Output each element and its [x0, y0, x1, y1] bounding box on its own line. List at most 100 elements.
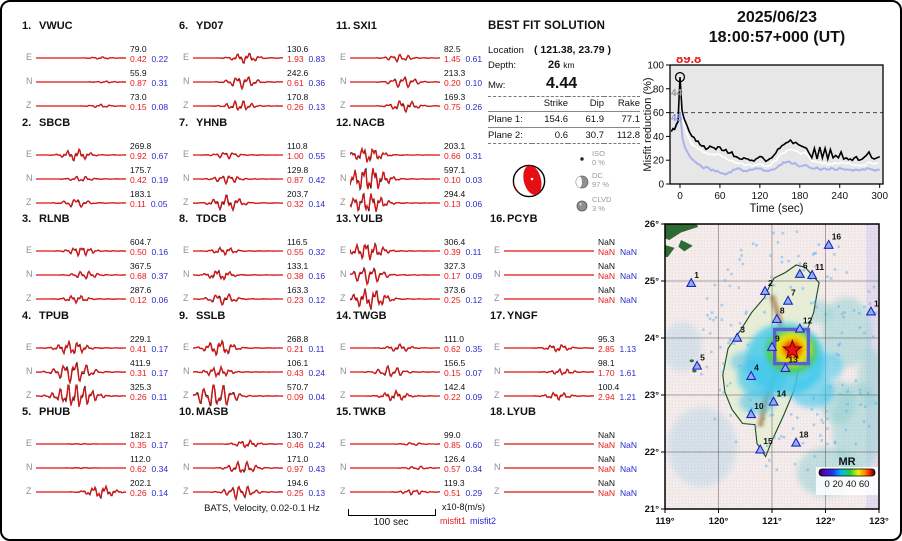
peak-amplitude: 242.6 [287, 68, 309, 78]
misfit2-value: NaN [620, 247, 638, 257]
mechanism-area: ISO 0 % DC 97 % CLVD 3 % [488, 149, 648, 216]
channel-row-z: Z 203.7 0.32 0.14 [177, 188, 331, 215]
misfit2-value: NaN [620, 440, 638, 450]
misfit1-value: 0.43 [287, 367, 304, 378]
waveform-plot [36, 360, 127, 384]
station-index: 3. [22, 213, 32, 225]
peak-amplitude: 294.4 [444, 188, 466, 199]
station-block-yhnb: 7. YHNB E 110.8 1.00 0.55 N 129.8 0.87 0.42 Z 203.7… [177, 117, 331, 213]
synthetic-waveform [350, 465, 441, 470]
synthetic-waveform [193, 246, 284, 257]
misfit-values: 0.31 0.17 [130, 368, 168, 378]
misfit2-value: 0.29 [465, 488, 483, 498]
peak-amplitude: 98.1 [598, 357, 615, 368]
location-label: Location [488, 45, 524, 56]
mw-label: Mw: [488, 80, 506, 91]
misfit1-value: 2.94 [598, 391, 615, 402]
waveform-plot [193, 364, 284, 378]
misfit2-value: 0.09 [465, 391, 483, 402]
depth-value: 26 [548, 59, 561, 71]
waveform-plot [350, 489, 441, 496]
misfit-values: 0.87 0.31 [130, 78, 168, 88]
waveform-plot [350, 442, 441, 446]
misfit-values: 0.11 0.05 [130, 199, 167, 209]
misfit-values: 0.85 0.60 [444, 440, 482, 450]
channel-row-e: E 306.4 0.39 0.11 [334, 237, 488, 263]
misfit2-value: 0.06 [151, 295, 169, 305]
peak-amplitude: 269.8 [130, 140, 152, 151]
peak-amplitude: 203.7 [287, 188, 309, 199]
synthetic-waveform [36, 338, 126, 354]
map-station-number: 12 [803, 315, 813, 325]
misfit1-value: 0.66 [444, 150, 461, 161]
synthetic-waveform [504, 343, 595, 353]
channel-label: Z [183, 293, 189, 303]
peak-amplitude: NaN [598, 261, 616, 271]
channel-row-n: N 156.5 0.15 0.07 [334, 358, 488, 384]
y-tick-label: 40 [653, 132, 665, 143]
misfit2-value: 0.17 [151, 343, 169, 354]
station-block-twgb: 14. TWGB E 111.0 0.62 0.35 N 156.5 0.15 0.07 Z 142.… [334, 310, 488, 406]
channel-label: N [26, 365, 33, 376]
misfit1-value: 0.41 [130, 343, 147, 354]
misfit-values: 0.61 0.36 [287, 78, 325, 88]
synthetic-waveform [36, 363, 127, 384]
x-tick-label: 300 [871, 191, 888, 202]
waveform-plot [193, 99, 284, 112]
map-station-11 [806, 269, 818, 280]
misfit-values: 0.57 0.34 [444, 464, 482, 474]
dc-icon [575, 175, 589, 189]
mw-row: Mw: 4.44 [488, 75, 577, 93]
channel-label: N [340, 76, 347, 86]
station-block-tpub: 4. TPUB E 229.1 0.41 0.17 N 411.9 0.31 0.17 Z 325.3… [20, 310, 174, 408]
station-block-yd07: 6. YD07 E 130.6 1.93 0.83 N 242.6 0.61 0.36 Z 170.8… [177, 20, 331, 116]
channel-label: N [340, 462, 347, 472]
misfit2-value: 0.16 [308, 271, 326, 281]
misfit1-value: 0.15 [130, 102, 147, 112]
misfit-values: 0.55 0.32 [287, 247, 325, 257]
peak-amplitude: 268.8 [287, 333, 309, 344]
waveform-plot [193, 269, 284, 281]
misfit-values: 0.50 0.16 [130, 247, 168, 257]
map-station-number: 18 [799, 429, 809, 439]
channel-label: E [183, 148, 190, 159]
misfit2-value: 0.14 [308, 198, 326, 209]
channel-row-e: E 130.7 0.46 0.24 [177, 430, 331, 456]
synthetic-waveform [350, 99, 441, 113]
peak-amplitude: 229.1 [130, 333, 152, 344]
synthetic-waveform [193, 293, 284, 307]
station-index: 7. [179, 116, 189, 129]
synthetic-waveform [36, 147, 127, 161]
station-code: SXI1 [353, 20, 377, 32]
station-index: 6. [179, 20, 189, 32]
misfit-values: 1.45 0.61 [444, 54, 482, 64]
peak-amplitude: 111.0 [444, 333, 465, 344]
peak-amplitude: 82.5 [444, 44, 461, 54]
waveform-plot [36, 147, 127, 162]
channel-label: E [183, 245, 190, 255]
misfit2-value: 0.34 [465, 464, 483, 474]
synthetic-waveform [193, 99, 283, 112]
waveform-plot [36, 467, 127, 470]
map-station-4 [745, 370, 757, 380]
station-code: YHNB [196, 116, 228, 129]
synthetic-waveform [36, 270, 127, 280]
waveform-plot [36, 103, 127, 109]
synthetic-waveform [350, 388, 441, 402]
channel-label: Z [183, 100, 189, 110]
waveform-plot [504, 343, 595, 353]
station-block-phub: 5. PHUB E 182.1 0.35 0.17 N 112.0 0.62 0.34 Z 202.1… [20, 406, 174, 502]
x-tick-label: 120 [752, 191, 769, 202]
peak-amplitude: 73.0 [130, 92, 147, 102]
waveform-plot [193, 293, 284, 307]
waveform-plot [350, 342, 441, 352]
colorbar-gradient [818, 468, 876, 477]
channel-row-z: Z 163.3 0.23 0.12 [177, 285, 331, 311]
map-station-17 [865, 306, 877, 316]
misfit-values: NaN NaN [598, 488, 637, 498]
channel-row-n: N 213.3 0.20 0.10 [334, 68, 488, 94]
synthetic-waveform [193, 151, 284, 160]
misfit2-value: 0.17 [151, 367, 169, 378]
synthetic-waveform [350, 289, 441, 310]
channel-row-e: E 229.1 0.41 0.17 [20, 333, 174, 360]
